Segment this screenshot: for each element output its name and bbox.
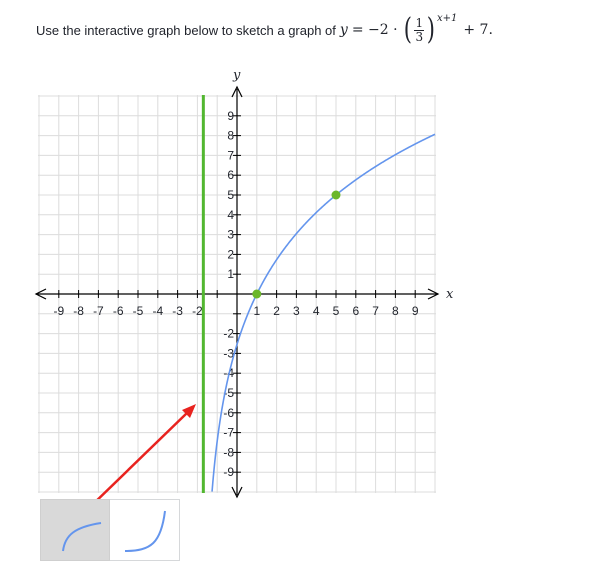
- equation-equals: = −2 ·: [351, 22, 398, 38]
- x-tick-label: 1: [253, 304, 260, 318]
- fraction-numerator: 1: [415, 15, 424, 30]
- y-tick-label: 2: [227, 247, 234, 261]
- curve-point-handle[interactable]: [331, 190, 341, 200]
- x-tick-label: -7: [93, 304, 104, 318]
- x-tick-label: 7: [372, 304, 379, 318]
- x-tick-label: -6: [113, 304, 124, 318]
- exponential-tool-button[interactable]: [110, 499, 180, 561]
- prompt-text: Use the interactive graph below to sketc…: [36, 22, 336, 38]
- fraction-bar: [414, 29, 425, 31]
- y-tick-label: -2: [223, 327, 234, 341]
- x-tick-label: 9: [412, 304, 419, 318]
- equation-lhs: y: [339, 22, 348, 38]
- y-tick-label: 5: [227, 188, 234, 202]
- y-tick-label: -7: [223, 426, 234, 440]
- question-prompt: Use the interactive graph below to sketc…: [36, 10, 596, 50]
- graph-curve: [211, 133, 436, 492]
- exponent: x+1: [436, 13, 458, 24]
- y-tick-label: -6: [223, 406, 234, 420]
- y-tick-label: -9: [223, 465, 234, 479]
- y-axis-label: y: [232, 68, 241, 83]
- y-tick-label: 4: [227, 208, 234, 222]
- x-tick-label: -4: [152, 304, 163, 318]
- curve-points: [252, 190, 341, 299]
- right-paren: ): [427, 12, 436, 47]
- y-tick-label: -3: [223, 346, 234, 360]
- graph-type-selector: [40, 499, 183, 563]
- x-tick-label: 8: [392, 304, 399, 318]
- log-curve-icon: [62, 522, 102, 552]
- y-tick-label: -5: [223, 386, 234, 400]
- x-tick-label: -3: [172, 304, 183, 318]
- x-axis-label: x: [446, 287, 454, 302]
- y-tick-label: 9: [227, 109, 234, 123]
- left-paren: (: [403, 12, 412, 47]
- tick-labels: -9 -8 -7 -6 -5 -4 -3 -2 1 2 3 4 5 6 7 8 9987654321-2-3-4…: [53, 109, 418, 479]
- x-tick-label: 6: [352, 304, 359, 318]
- x-tick-label: 3: [293, 304, 300, 318]
- red-annotation-arrow: [95, 404, 196, 500]
- x-tick-label: -5: [133, 304, 144, 318]
- axes: [34, 85, 440, 499]
- y-tick-label: 7: [227, 148, 234, 162]
- y-tick-label: 1: [227, 267, 234, 281]
- fraction: 1 3: [414, 15, 425, 44]
- fraction-denominator: 3: [415, 29, 424, 44]
- exp-curve-icon: [124, 510, 166, 552]
- x-tick-label: 2: [273, 304, 280, 318]
- equation-tail: + 7.: [463, 22, 493, 38]
- y-tick-label: 3: [227, 228, 234, 242]
- x-tick-label: -2: [192, 304, 203, 318]
- logarithmic-tool-button[interactable]: [40, 499, 110, 561]
- curve-point-handle[interactable]: [252, 289, 262, 299]
- y-tick-label: -8: [223, 445, 234, 459]
- x-tick-label: -8: [73, 304, 84, 318]
- equation: y = −2 · ( 1 3 ) x+1 + 7.: [339, 12, 493, 47]
- y-tick-label: 6: [227, 168, 234, 182]
- interactive-graph[interactable]: -9 -8 -7 -6 -5 -4 -3 -2 1 2 3 4 5 6 7 8 9987654321-2-3-4…: [0, 0, 602, 500]
- x-tick-label: 4: [313, 304, 320, 318]
- y-tick-label: 8: [227, 129, 234, 143]
- x-tick-label: -9: [53, 304, 64, 318]
- x-tick-label: 5: [333, 304, 340, 318]
